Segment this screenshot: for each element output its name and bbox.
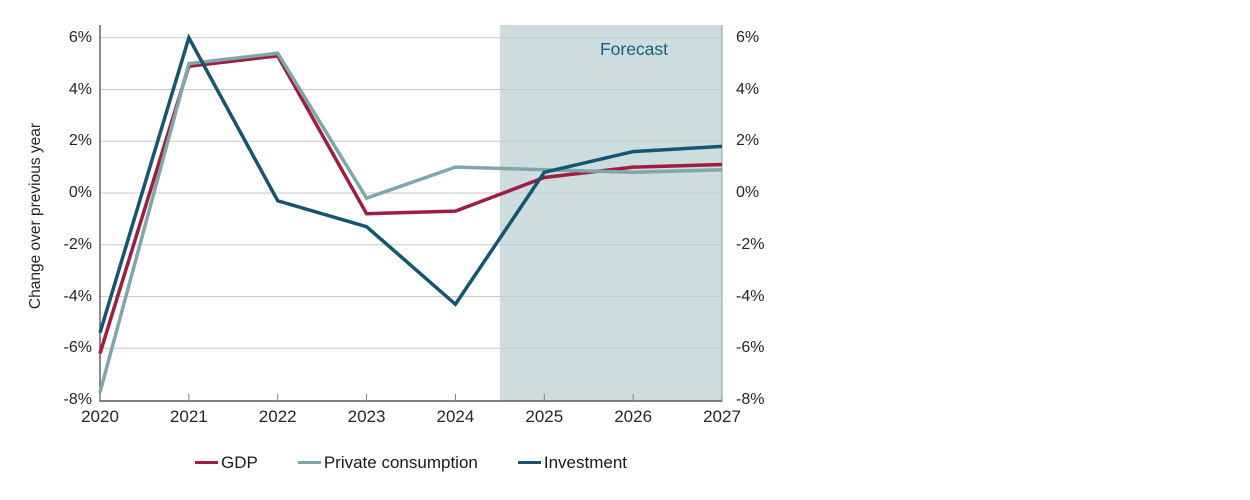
y-tick-label-right: -2%	[736, 235, 765, 253]
legend-swatch	[297, 460, 321, 465]
y-tick-label-left: 6%	[68, 28, 92, 46]
y-tick-label-right: -6%	[736, 339, 765, 357]
investment-line	[98, 33, 723, 334]
y-axis-title: Change over previous year	[27, 122, 44, 310]
y-tick-label-left: 4%	[68, 80, 92, 98]
x-tick-label: 2026	[614, 407, 653, 426]
legend-label: GDP	[220, 453, 258, 472]
y-tick-label-left: -6%	[63, 339, 92, 357]
legend-item-investment: Investment	[517, 452, 628, 473]
x-tick-label: 2023	[347, 407, 386, 426]
y-tick-label-right: -4%	[736, 287, 765, 305]
legend: GDP Private consumption Investment	[100, 452, 722, 473]
y-tick-label-left: -2%	[63, 235, 92, 253]
y-tick-label-right: 2%	[736, 132, 760, 150]
y-tick-label-left: 2%	[68, 132, 92, 150]
y-tick-label-right: -8%	[736, 391, 765, 408]
legend-swatch	[194, 460, 218, 465]
y-tick-label-left: -8%	[63, 391, 92, 408]
y-tick-label-right: 6%	[736, 28, 760, 46]
y-tick-label-right: 0%	[736, 184, 760, 201]
x-tick-label: 2024	[436, 407, 475, 426]
y-tick-label-right: 4%	[736, 80, 760, 98]
x-tick-label: 2020	[81, 407, 119, 426]
legend-swatch	[517, 460, 541, 465]
forecast-band	[499, 25, 722, 401]
legend-item-private-consumption: Private consumption	[297, 452, 478, 473]
legend-label: Investment	[543, 453, 628, 472]
x-tick-label: 2021	[169, 407, 208, 426]
legend-item-gdp: GDP	[194, 452, 258, 473]
x-tick-label: 2022	[258, 407, 297, 426]
x-tick-label: 2027	[703, 407, 741, 426]
y-tick-label-left: -4%	[63, 287, 92, 305]
y-tick-label-left: 0%	[68, 184, 92, 201]
x-tick-label: 2025	[525, 407, 564, 426]
forecast-label: Forecast	[599, 39, 669, 59]
legend-label: Private consumption	[323, 453, 478, 472]
